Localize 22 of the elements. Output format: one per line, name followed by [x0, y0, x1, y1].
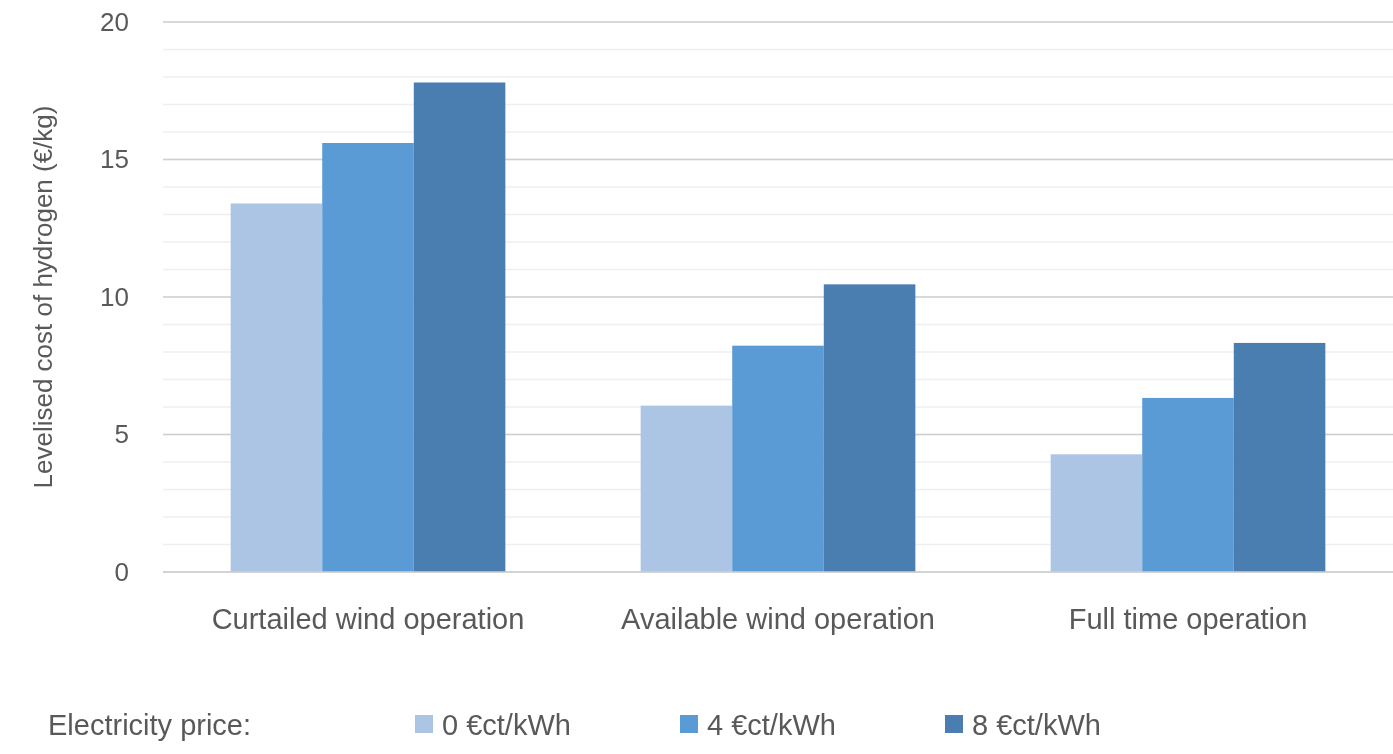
y-tick-label: 15 [100, 144, 129, 175]
legend-title: Electricity price: [48, 709, 252, 741]
bar [823, 284, 916, 572]
legend-label: 8 €ct/kWh [972, 709, 1101, 741]
x-tick-label: Curtailed wind operation [211, 602, 525, 635]
bar [322, 143, 414, 572]
legend-label: 0 €ct/kWh [442, 709, 571, 741]
y-axis-title: Levelised cost of hydrogen (€/kg) [28, 105, 58, 489]
y-tick-label: 20 [100, 6, 129, 37]
y-tick-label: 5 [114, 419, 129, 450]
x-tick-label: Available wind operation [621, 602, 935, 635]
y-tick-label: 0 [114, 556, 129, 587]
bar [640, 405, 733, 572]
y-tick-label: 10 [100, 281, 129, 312]
bar [1142, 397, 1234, 572]
bar [1233, 342, 1326, 572]
bar [732, 345, 824, 572]
bar [1050, 454, 1143, 572]
x-tick-label: Full time operation [1068, 602, 1308, 635]
bar [413, 82, 506, 572]
legend-label: 4 €ct/kWh [707, 709, 836, 741]
bar [230, 203, 323, 572]
